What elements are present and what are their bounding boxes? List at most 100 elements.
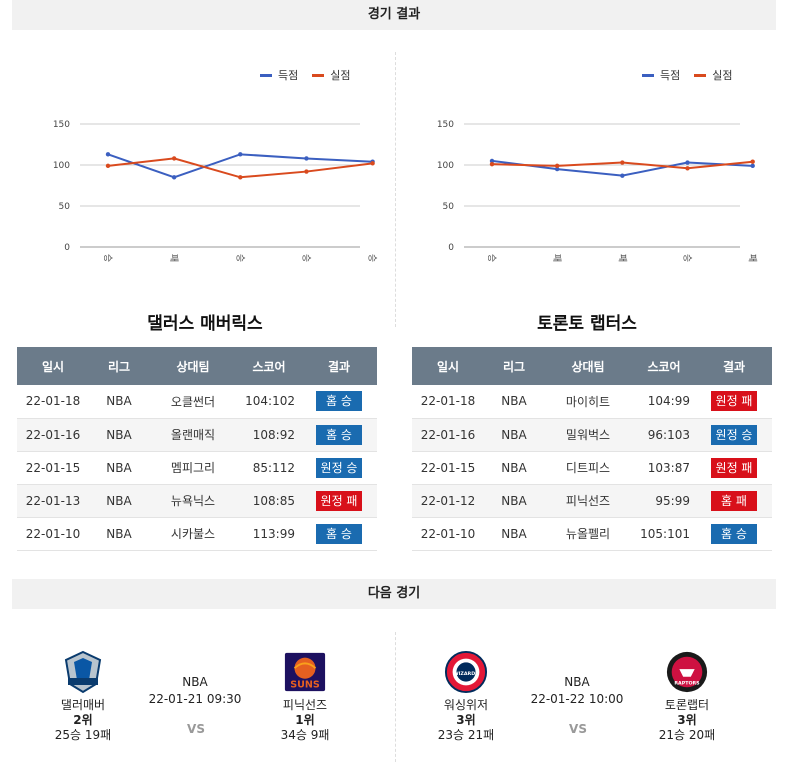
- cell-league: NBA: [89, 517, 149, 551]
- next-team-toronto[interactable]: RAPTORS 토론랩터 3위 21승 20패: [642, 650, 732, 743]
- table-row: 22-01-10 NBA 뉴올펠리 105:101 홈 승: [412, 517, 772, 551]
- wizards-logo-text: WIZARDS: [453, 671, 479, 677]
- result-badge: 홈 승: [316, 523, 362, 544]
- data-point: [685, 166, 690, 171]
- team-rank: 2위: [73, 713, 93, 727]
- vs-label: VS: [569, 722, 587, 736]
- cell-result: 원정 승: [301, 451, 377, 485]
- cell-opponent: 마이히트: [544, 385, 632, 419]
- chart-legend: 득점 실점: [260, 67, 351, 83]
- next-game-info: NBA 22-01-21 09:30: [135, 674, 255, 708]
- results-table-toronto: 일시 리그 상대팀 스코어 결과 22-01-18 NBA 마이히트 104:99 원정…: [412, 347, 772, 551]
- cell-league: NBA: [89, 451, 149, 485]
- col-date: 일시: [17, 347, 89, 385]
- cell-opponent: 올랜매직: [149, 418, 237, 452]
- cell-opponent: 멤피그리: [149, 451, 237, 485]
- cell-date: 22-01-10: [17, 517, 89, 551]
- next-team-phoenix[interactable]: SUNS 피닉선즈 1위 34승 9패: [260, 650, 350, 743]
- col-league: 리그: [484, 347, 544, 385]
- data-point: [238, 152, 243, 157]
- vs-label: VS: [187, 722, 205, 736]
- data-point: [620, 160, 625, 165]
- data-point: [238, 175, 243, 180]
- cell-league: NBA: [89, 484, 149, 518]
- table-row: 22-01-15 NBA 디트피스 103:87 원정 패: [412, 451, 772, 485]
- cell-league: NBA: [89, 418, 149, 452]
- table-row: 22-01-16 NBA 올랜매직 108:92 홈 승: [17, 418, 377, 452]
- result-badge: 홈 승: [711, 523, 757, 544]
- cell-result: 홈 승: [301, 418, 377, 452]
- table-row: 22-01-13 NBA 뉴욕닉스 108:85 원정 패: [17, 484, 377, 518]
- col-score: 스코어: [632, 347, 696, 385]
- data-point: [750, 159, 755, 164]
- y-tick-label: 50: [443, 202, 455, 212]
- col-opponent: 상대팀: [544, 347, 632, 385]
- wizards-logo-icon: WIZARDS: [444, 650, 488, 694]
- cell-date: 22-01-18: [17, 385, 89, 419]
- conceded-swatch: [694, 73, 707, 77]
- next-team-washington[interactable]: WIZARDS 워싱위저 3위 23승 21패: [421, 650, 511, 743]
- cell-score: 96:103: [632, 418, 696, 452]
- team-rank: 1위: [295, 713, 315, 727]
- next-games-header: 다음 경기: [12, 579, 776, 609]
- cell-league: NBA: [484, 418, 544, 452]
- line-chart-toronto: 0 50 100 150 승 패 패 승 패: [437, 120, 758, 262]
- next-team-dallas[interactable]: 댈러매버 2위 25승 19패: [38, 650, 128, 743]
- result-badge: 원정 승: [316, 457, 362, 478]
- scored-swatch: [642, 73, 654, 77]
- table-row: 22-01-18 NBA 오클썬더 104:102 홈 승: [17, 385, 377, 419]
- col-score: 스코어: [237, 347, 301, 385]
- legend-conceded: 실점: [330, 69, 351, 82]
- cell-date: 22-01-13: [17, 484, 89, 518]
- conceded-swatch: [312, 73, 325, 77]
- cell-result: 원정 패: [301, 484, 377, 518]
- legend-scored: 득점: [278, 69, 299, 82]
- data-point: [620, 173, 625, 178]
- game-datetime: 22-01-22 10:00: [530, 692, 624, 706]
- y-tick-label: 50: [59, 202, 71, 212]
- cell-date: 22-01-16: [17, 418, 89, 452]
- cell-result: 원정 패: [696, 451, 772, 485]
- team-name: 댈러매버: [60, 698, 106, 712]
- result-badge: 원정 승: [711, 424, 757, 445]
- league: NBA: [564, 675, 590, 689]
- team-rank: 3위: [456, 713, 476, 727]
- cell-league: NBA: [484, 451, 544, 485]
- result-badge: 원정 패: [711, 457, 757, 478]
- legend-conceded: 실점: [712, 69, 733, 82]
- cell-opponent: 디트피스: [544, 451, 632, 485]
- data-point: [370, 161, 375, 166]
- cell-opponent: 피닉선즈: [544, 484, 632, 518]
- team-record: 34승 9패: [280, 728, 330, 742]
- table-row: 22-01-12 NBA 피닉선즈 95:99 홈 패: [412, 484, 772, 518]
- data-point: [554, 166, 560, 172]
- results-table-dallas: 일시 리그 상대팀 스코어 결과 22-01-18 NBA 오클썬더 104:102 홈…: [17, 347, 377, 551]
- suns-logo-text: SUNS: [290, 679, 320, 690]
- cell-result: 원정 승: [696, 418, 772, 452]
- raptors-logo-icon: RAPTORS: [665, 650, 709, 694]
- data-point: [105, 152, 111, 157]
- cell-opponent: 밀워벅스: [544, 418, 632, 452]
- x-tick-label: 패: [747, 254, 758, 262]
- divider: [395, 632, 396, 762]
- cell-score: 103:87: [632, 451, 696, 485]
- x-tick-label: 승: [367, 254, 378, 262]
- cell-score: 108:92: [237, 418, 301, 452]
- league: NBA: [182, 675, 208, 689]
- data-point: [105, 163, 111, 169]
- x-tick-label: 패: [616, 254, 627, 262]
- col-opponent: 상대팀: [149, 347, 237, 385]
- team-name: 피닉선즈: [282, 698, 328, 712]
- table-row: 22-01-15 NBA 멤피그리 85:112 원정 승: [17, 451, 377, 485]
- chart-legend: 득점 실점: [642, 67, 733, 83]
- game-datetime: 22-01-21 09:30: [148, 692, 242, 706]
- cell-opponent: 시카불스: [149, 517, 237, 551]
- cell-date: 22-01-15: [412, 451, 484, 485]
- x-tick-label: 패: [551, 254, 562, 262]
- cell-date: 22-01-12: [412, 484, 484, 518]
- x-tick-label: 승: [102, 254, 113, 262]
- cell-result: 원정 패: [696, 385, 772, 419]
- y-tick-label: 0: [448, 243, 454, 253]
- team-rank: 3위: [677, 713, 697, 727]
- team-name: 토론랩터: [664, 698, 710, 712]
